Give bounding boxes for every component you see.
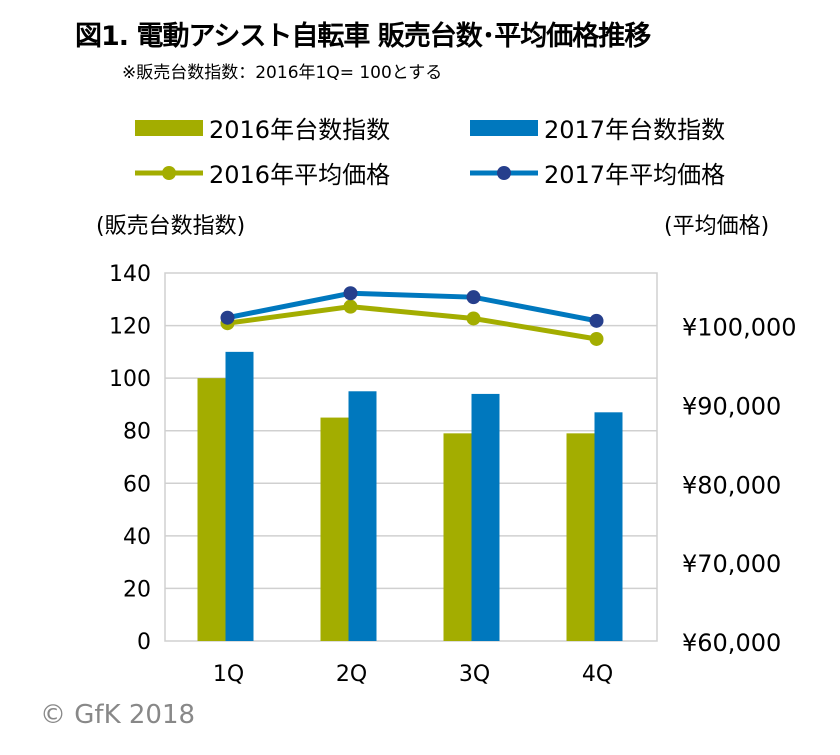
chart-title: 図1. 電動アシスト自転車 販売台数･平均価格推移: [75, 21, 651, 52]
x-tick-label: 3Q: [459, 662, 490, 687]
bar-2017年台数指数: [225, 351, 254, 641]
x-tick-label: 1Q: [213, 662, 244, 687]
y-tick-left: 120: [109, 315, 151, 340]
y-tick-right: ¥60,000: [682, 629, 781, 657]
legend-label: 2017年平均価格: [544, 161, 726, 189]
y-tick-right: ¥80,000: [682, 471, 781, 499]
bar-2016年台数指数: [320, 417, 349, 641]
bar-2016年台数指数: [443, 433, 472, 641]
y-tick-left: 0: [137, 630, 151, 655]
legend-swatch: [135, 165, 203, 180]
y-tick-left: 20: [123, 577, 151, 602]
bar-2017年台数指数: [594, 412, 623, 641]
y-tick-left: 60: [123, 472, 151, 497]
y-axis-left-label: (販売台数指数): [96, 214, 246, 239]
legend-item-2017-units: 2017年台数指数: [470, 110, 725, 145]
bar-2016年台数指数: [566, 433, 595, 641]
y-axis-right-label: (平均価格): [664, 214, 770, 239]
point-2017年平均価格: [343, 286, 358, 301]
line-2016年平均価格: [227, 304, 597, 342]
y-tick-left: 100: [109, 367, 151, 392]
point-2016年平均価格: [343, 299, 358, 314]
point-2016年平均価格: [589, 331, 604, 346]
legend-label: 2017年台数指数: [544, 116, 726, 144]
legend-item-2017-price: 2017年平均価格: [470, 155, 725, 190]
bar-2016年台数指数: [197, 378, 226, 641]
y-tick-left: 140: [109, 262, 151, 287]
legend-swatch: [470, 165, 538, 180]
y-tick-left: 80: [123, 420, 151, 445]
x-tick-label: 4Q: [582, 662, 613, 687]
x-tick-label: 2Q: [336, 662, 367, 687]
point-2017年平均価格: [466, 290, 481, 305]
legend-label: 2016年平均価格: [209, 161, 391, 189]
y-tick-right: ¥70,000: [682, 550, 781, 578]
y-tick-right: ¥90,000: [682, 392, 781, 420]
legend-item-2016-price: 2016年平均価格: [135, 155, 390, 190]
plot-border: [164, 272, 658, 642]
point-2017年平均価格: [589, 313, 604, 328]
line-2017年平均価格: [227, 290, 597, 324]
legend-swatch: [135, 119, 203, 136]
y-tick-left: 40: [123, 525, 151, 550]
bar-2017年台数指数: [348, 391, 377, 641]
point-2016年平均価格: [466, 311, 481, 326]
legend-swatch: [470, 119, 538, 136]
copyright: © GfK 2018: [40, 700, 196, 730]
legend-label: 2016年台数指数: [209, 116, 391, 144]
point-2017年平均価格: [220, 310, 235, 325]
y-tick-right: ¥100,000: [682, 314, 797, 342]
chart-subtitle: ※販売台数指数：2016年1Q= 100とする: [122, 63, 443, 83]
bar-2017年台数指数: [471, 393, 500, 641]
legend-item-2016-units: 2016年台数指数: [135, 110, 390, 145]
